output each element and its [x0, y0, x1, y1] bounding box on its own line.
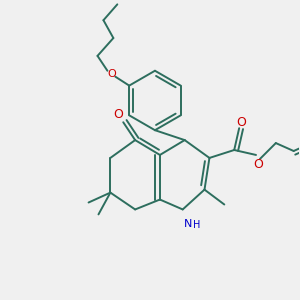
- Text: O: O: [253, 158, 263, 171]
- Text: H: H: [193, 220, 200, 230]
- Text: O: O: [113, 108, 123, 121]
- Text: O: O: [107, 69, 116, 79]
- Text: O: O: [236, 116, 246, 129]
- Text: N: N: [184, 219, 192, 229]
